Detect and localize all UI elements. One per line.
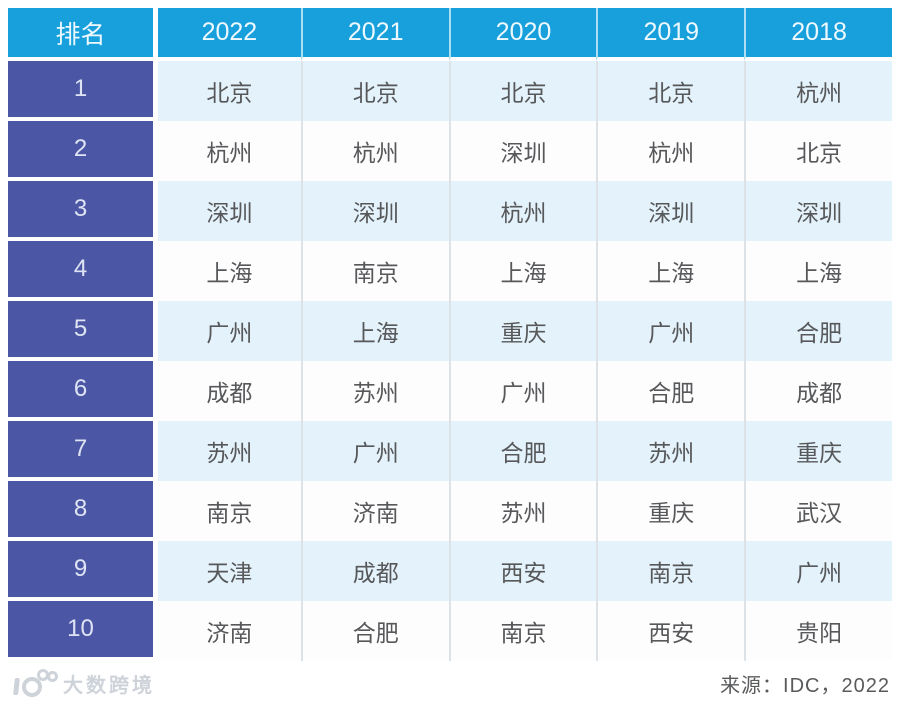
rank-cell: 9 xyxy=(8,541,153,601)
rank-cell: 5 xyxy=(8,301,153,361)
source-note: 来源：IDC，2022 xyxy=(720,674,890,697)
city-cell: 合肥 xyxy=(448,421,597,481)
column-header-2019: 2019 xyxy=(596,8,745,61)
watermark-logo-icon xyxy=(12,668,58,698)
rank-cell: 7 xyxy=(8,421,153,481)
column-header-2018: 2018 xyxy=(744,8,892,61)
city-cell: 苏州 xyxy=(300,361,449,421)
watermark-text: 大数跨境 xyxy=(63,674,155,697)
city-cell: 深圳 xyxy=(300,181,449,241)
city-cell: 广州 xyxy=(153,301,301,361)
city-cell: 上海 xyxy=(448,241,597,301)
table-row: 10 济南 合肥 南京 西安 贵阳 xyxy=(8,601,892,661)
city-cell: 苏州 xyxy=(153,421,301,481)
city-cell: 北京 xyxy=(448,61,597,121)
rank-cell: 2 xyxy=(8,121,153,181)
rank-cell: 6 xyxy=(8,361,153,421)
city-cell: 合肥 xyxy=(300,601,449,661)
city-cell: 重庆 xyxy=(596,481,745,541)
city-cell: 南京 xyxy=(596,541,745,601)
city-cell: 苏州 xyxy=(448,481,597,541)
city-cell: 上海 xyxy=(153,241,301,301)
city-cell: 天津 xyxy=(153,541,301,601)
city-cell: 北京 xyxy=(596,61,745,121)
table-row: 6 成都 苏州 广州 合肥 成都 xyxy=(8,361,892,421)
city-cell: 上海 xyxy=(300,301,449,361)
city-cell: 深圳 xyxy=(153,181,301,241)
column-header-2022: 2022 xyxy=(153,8,301,61)
city-cell: 上海 xyxy=(744,241,892,301)
city-cell: 深圳 xyxy=(448,121,597,181)
city-cell: 西安 xyxy=(448,541,597,601)
city-cell: 上海 xyxy=(596,241,745,301)
city-cell: 杭州 xyxy=(448,181,597,241)
table-row: 3 深圳 深圳 杭州 深圳 深圳 xyxy=(8,181,892,241)
city-cell: 重庆 xyxy=(448,301,597,361)
rank-cell: 8 xyxy=(8,481,153,541)
city-ranking-table: 排名 2022 2021 2020 2019 2018 1 北京 北京 北京 北京 杭州 2… xyxy=(8,8,892,661)
table-row: 8 南京 济南 苏州 重庆 武汉 xyxy=(8,481,892,541)
city-cell: 苏州 xyxy=(596,421,745,481)
city-cell: 杭州 xyxy=(300,121,449,181)
city-cell: 南京 xyxy=(153,481,301,541)
city-cell: 济南 xyxy=(153,601,301,661)
watermark: 大数跨境 xyxy=(12,668,155,698)
city-cell: 西安 xyxy=(596,601,745,661)
city-cell: 成都 xyxy=(744,361,892,421)
city-cell: 广州 xyxy=(596,301,745,361)
city-cell: 北京 xyxy=(153,61,301,121)
city-cell: 成都 xyxy=(153,361,301,421)
city-cell: 南京 xyxy=(448,601,597,661)
table-row: 9 天津 成都 西安 南京 广州 xyxy=(8,541,892,601)
city-cell: 成都 xyxy=(300,541,449,601)
city-cell: 广州 xyxy=(448,361,597,421)
city-cell: 深圳 xyxy=(744,181,892,241)
column-header-rank: 排名 xyxy=(8,8,153,61)
table-row: 7 苏州 广州 合肥 苏州 重庆 xyxy=(8,421,892,481)
city-cell: 南京 xyxy=(300,241,449,301)
table-row: 5 广州 上海 重庆 广州 合肥 xyxy=(8,301,892,361)
table-body: 1 北京 北京 北京 北京 杭州 2 杭州 杭州 深圳 杭州 北京 3 深圳 深圳 杭州 深圳 深圳 4 上海 南京 上海… xyxy=(8,61,892,661)
city-cell: 杭州 xyxy=(153,121,301,181)
city-cell: 杭州 xyxy=(596,121,745,181)
city-cell: 杭州 xyxy=(744,61,892,121)
header-row: 排名 2022 2021 2020 2019 2018 xyxy=(8,8,892,61)
city-cell: 武汉 xyxy=(744,481,892,541)
city-cell: 深圳 xyxy=(596,181,745,241)
footer: 大数跨境 来源：IDC，2022 xyxy=(0,661,900,705)
city-cell: 重庆 xyxy=(744,421,892,481)
city-cell: 合肥 xyxy=(744,301,892,361)
city-cell: 北京 xyxy=(744,121,892,181)
rank-cell: 3 xyxy=(8,181,153,241)
city-cell: 北京 xyxy=(300,61,449,121)
column-header-2020: 2020 xyxy=(448,8,597,61)
city-cell: 广州 xyxy=(744,541,892,601)
table-row: 2 杭州 杭州 深圳 杭州 北京 xyxy=(8,121,892,181)
city-cell: 广州 xyxy=(300,421,449,481)
city-cell: 济南 xyxy=(300,481,449,541)
rank-cell: 10 xyxy=(8,601,153,661)
rank-cell: 1 xyxy=(8,61,153,121)
city-cell: 合肥 xyxy=(596,361,745,421)
column-header-2021: 2021 xyxy=(300,8,449,61)
table-row: 1 北京 北京 北京 北京 杭州 xyxy=(8,61,892,121)
rank-cell: 4 xyxy=(8,241,153,301)
city-cell: 贵阳 xyxy=(744,601,892,661)
table-row: 4 上海 南京 上海 上海 上海 xyxy=(8,241,892,301)
